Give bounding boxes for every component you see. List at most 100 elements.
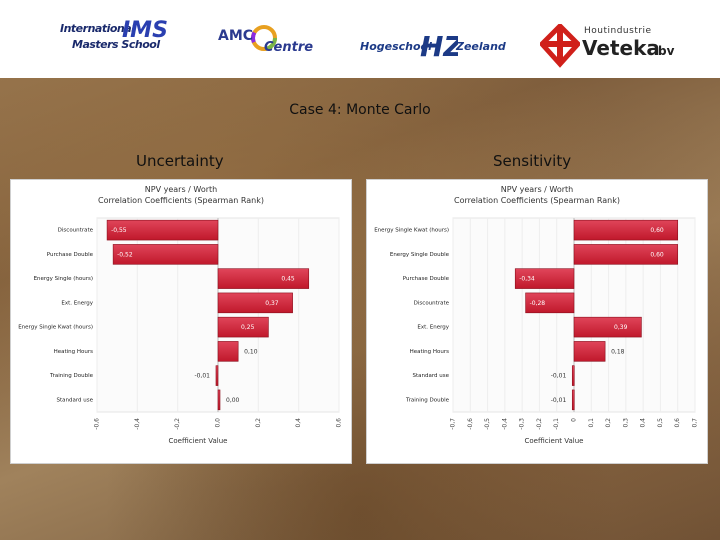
sensitivity-chart-card: NPV years / Worth Correlation Coefficient… [366, 179, 708, 464]
data-label: -0,01 [551, 397, 567, 404]
x-tick-label: 0,2 [605, 418, 612, 428]
amc-swirl-icon [251, 25, 277, 51]
bar [573, 219, 679, 241]
data-label: 0,18 [611, 348, 625, 355]
category-label: Training Double [405, 397, 450, 403]
category-label: Ext. Energy [417, 325, 449, 331]
data-label: 0,25 [241, 324, 255, 331]
x-tick-label: -0,1 [553, 418, 560, 430]
veteka-mark-icon [540, 24, 580, 68]
x-tick-label: 0,4 [640, 418, 647, 428]
chart-title: NPV years / Worth [145, 185, 217, 194]
x-tick-label: 0 [571, 418, 578, 422]
data-label: -0,52 [117, 251, 133, 258]
x-tick-label: -0,6 [94, 418, 101, 430]
category-label: Energy Single (hours) [34, 276, 93, 282]
sensitivity-label: Sensitivity [493, 152, 572, 170]
hz-logo-zeeland: Zeeland [456, 40, 506, 53]
bar [106, 219, 219, 241]
ims-logo-line1: International [60, 22, 135, 35]
x-tick-label: -0,2 [536, 418, 543, 430]
category-label: Ext. Energy [61, 300, 93, 306]
data-label: -0,34 [519, 276, 535, 283]
bar [215, 365, 219, 386]
category-label: Purchase Double [47, 252, 94, 258]
x-axis-label: Coefficient Value [525, 437, 584, 445]
data-label: 0,39 [614, 324, 628, 331]
ims-logo-line2: Masters School [72, 38, 160, 51]
data-label: 0,37 [265, 300, 279, 307]
hz-logo-hogeschool: Hogeschool [360, 40, 432, 53]
x-tick-label: -0,4 [134, 418, 141, 430]
bar [217, 341, 239, 362]
data-label: 0,60 [650, 251, 664, 258]
bar [525, 292, 575, 314]
bar [571, 389, 575, 411]
bar [573, 244, 679, 265]
data-label: 0,45 [281, 276, 295, 283]
category-label: Energy Single Kwat (hours) [18, 325, 93, 331]
x-tick-label: 0,5 [657, 418, 664, 428]
data-label: 0,00 [226, 397, 240, 404]
chart-subtitle: Correlation Coefficients (Spearman Rank) [454, 196, 620, 205]
x-tick-label: 0,0 [215, 418, 222, 428]
x-tick-label: 0,4 [295, 418, 302, 428]
category-label: Energy Single Kwat (hours) [374, 228, 449, 234]
hz-zeeland-logo: Hogeschool HZ Zeeland [358, 14, 506, 66]
x-tick-label: 0,2 [255, 418, 262, 428]
hz-mark-icon: HZ [420, 30, 458, 63]
x-tick-label: -0,3 [519, 418, 526, 430]
data-label: -0,01 [194, 373, 210, 380]
bar [217, 316, 269, 338]
veteka-logo-suffix: bv [658, 44, 675, 58]
x-tick-label: -0,7 [450, 418, 457, 430]
amc-centre-logo: AMC Centre [214, 14, 314, 66]
x-axis-label: Coefficient Value [169, 437, 228, 445]
data-label: 0,60 [650, 227, 664, 234]
data-label: -0,55 [111, 227, 127, 234]
ims-logo: International Masters School IMS [58, 14, 170, 66]
bar [217, 292, 293, 314]
x-tick-label: -0,2 [174, 418, 181, 430]
bar [514, 268, 575, 289]
data-label: 0,10 [244, 348, 258, 355]
uncertainty-tornado-chart: NPV years / Worth Correlation Coefficient… [18, 185, 343, 445]
veteka-logo-name: Veteka [582, 36, 660, 60]
x-tick-label: -0,5 [484, 418, 491, 430]
uncertainty-chart-card: NPV years / Worth Correlation Coefficient… [10, 179, 352, 464]
x-tick-label: -0,4 [501, 418, 508, 430]
veteka-logo: Houtindustrie Veteka bv [540, 14, 690, 70]
x-tick-label: 0,6 [674, 418, 681, 428]
category-label: Heating Hours [54, 349, 94, 355]
hz-mark-text: HZ [420, 30, 458, 63]
category-label: Purchase Double [403, 276, 450, 282]
bar [571, 365, 575, 386]
x-tick-label: 0,1 [588, 418, 595, 428]
uncertainty-label: Uncertainty [136, 152, 224, 170]
category-label: Standard use [412, 373, 449, 379]
amc-logo-text: AMC [218, 28, 254, 44]
chart-title: NPV years / Worth [501, 185, 573, 194]
slide-title: Case 4: Monte Carlo [289, 102, 431, 118]
amc-logo-centre: Centre [264, 40, 314, 55]
data-label: -0,01 [551, 373, 567, 380]
category-label: Discountrate [58, 228, 94, 234]
ims-logo-mark: IMS [122, 18, 168, 43]
bar [573, 341, 606, 362]
category-label: Discountrate [414, 300, 450, 306]
category-label: Energy Single Double [390, 252, 450, 258]
bar [573, 316, 642, 338]
x-tick-label: 0,7 [692, 418, 699, 428]
sensitivity-tornado-chart: NPV years / Worth Correlation Coefficient… [374, 185, 699, 445]
chart-subtitle: Correlation Coefficients (Spearman Rank) [98, 196, 264, 205]
x-tick-label: -0,6 [467, 418, 474, 430]
veteka-logo-small: Houtindustrie [584, 26, 652, 36]
bar [217, 268, 310, 289]
bar [217, 389, 221, 411]
x-tick-label: 0,3 [622, 418, 629, 428]
x-tick-label: 0,6 [336, 418, 343, 428]
logo-bar: International Masters School IMS AMC Cen… [0, 0, 720, 78]
bar [112, 244, 219, 265]
category-label: Heating Hours [410, 349, 450, 355]
data-label: -0,28 [530, 300, 546, 307]
